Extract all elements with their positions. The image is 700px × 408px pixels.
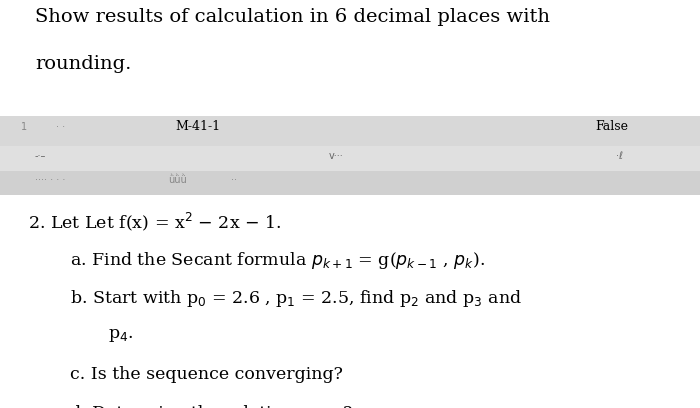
Bar [0, 171, 700, 195]
Text: b. Start with p$_0$ = 2.6 , p$_1$ = 2.5, find p$_2$ and p$_3$ and: b. Start with p$_0$ = 2.6 , p$_1$ = 2.5,… [70, 288, 522, 309]
Text: rounding.: rounding. [35, 55, 132, 73]
Bar [0, 116, 700, 146]
Text: c. Is the sequence converging?: c. Is the sequence converging? [70, 366, 343, 383]
Text: v···: v··· [329, 151, 344, 161]
Bar [0, 146, 700, 171]
Text: -·–: -·– [35, 151, 46, 161]
Text: ··: ·· [231, 175, 237, 185]
Text: ·ℓ: ·ℓ [616, 151, 623, 161]
Text: Show results of calculation in 6 decimal places with: Show results of calculation in 6 decimal… [35, 8, 550, 26]
Bar [0, 0, 700, 116]
Text: a. Find the Secant formula $p_{k+1}$ = g($p_{k-1}$ , $p_k$).: a. Find the Secant formula $p_{k+1}$ = g… [70, 250, 485, 271]
Text: ···· · · ·: ···· · · · [35, 175, 65, 185]
Text: p$_4$.: p$_4$. [108, 327, 134, 344]
Text: M-41-1: M-41-1 [175, 120, 220, 133]
Text: · ·: · · [56, 122, 65, 132]
Text: 2. Let Let f(x) = x$^2$ $-$ 2x $-$ 1.: 2. Let Let f(x) = x$^2$ $-$ 2x $-$ 1. [28, 211, 281, 233]
Bar [0, 195, 700, 408]
Text: False: False [595, 120, 628, 133]
Text: d. Determine the relative error?: d. Determine the relative error? [70, 405, 352, 408]
Text: 1: 1 [21, 122, 27, 132]
Text: ǜǜǜ: ǜǜǜ [168, 175, 187, 185]
